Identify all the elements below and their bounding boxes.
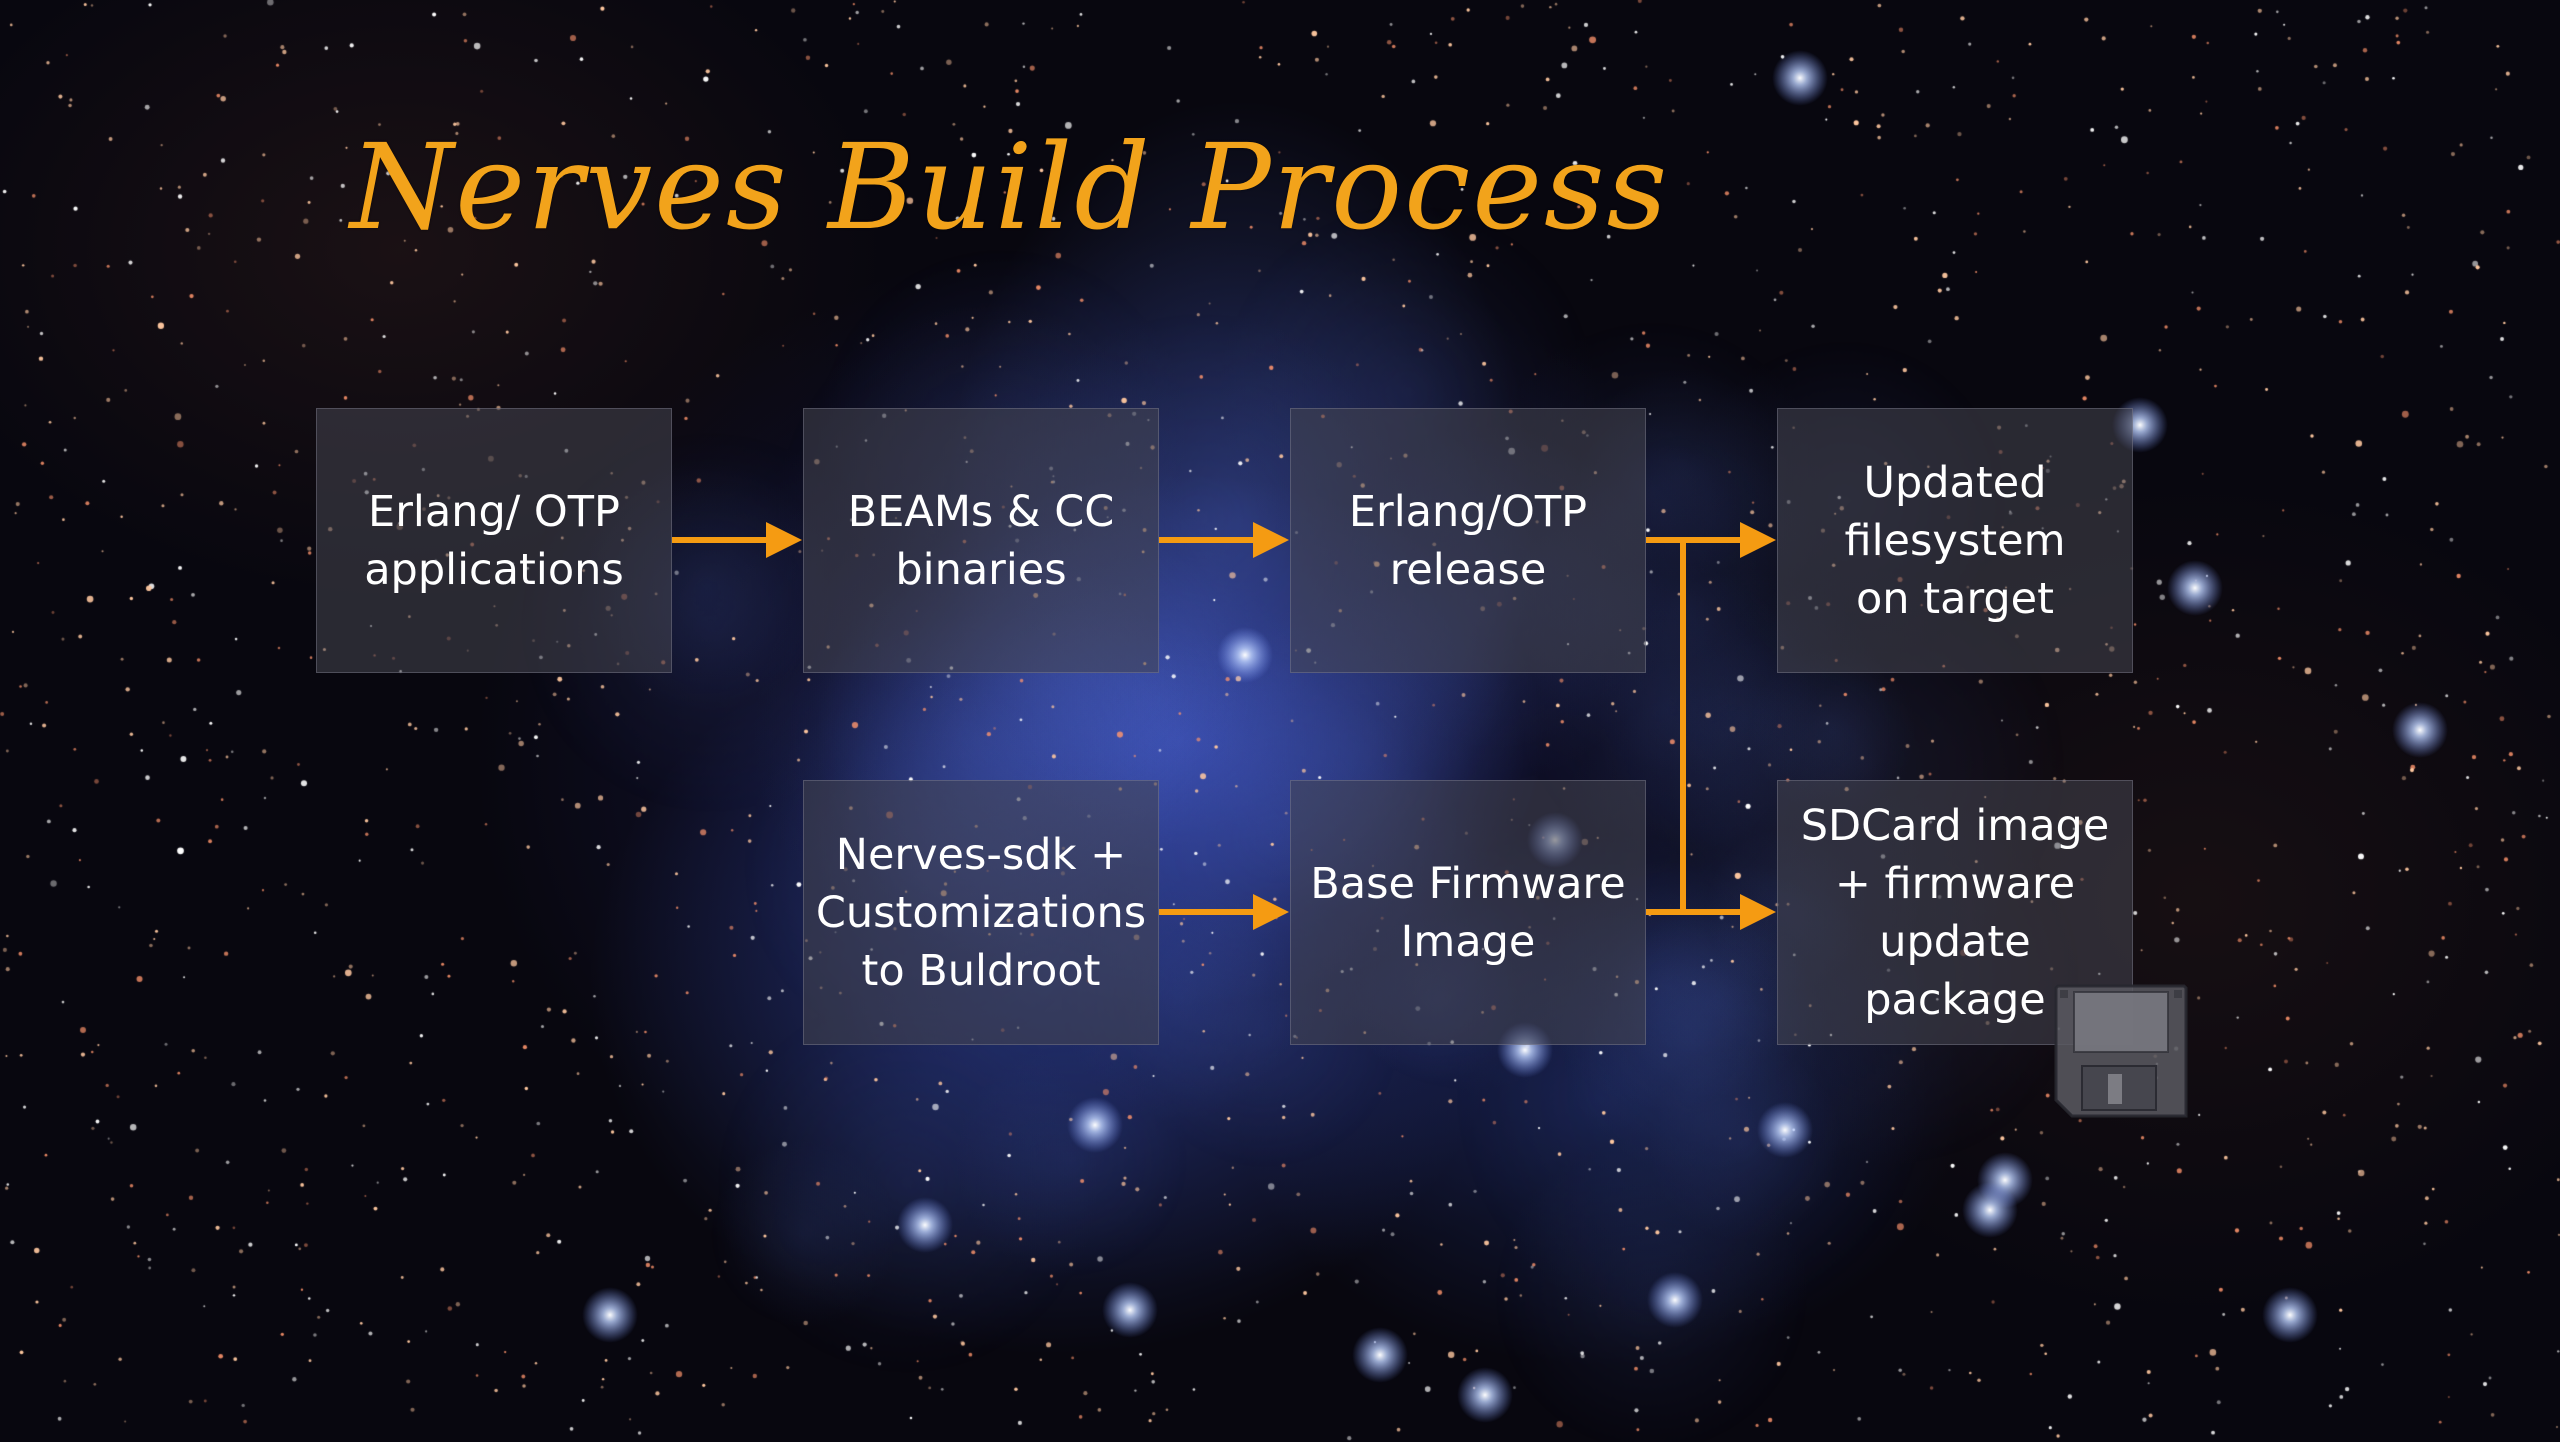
box-base-firmware-image: Base Firmware Image xyxy=(1290,780,1646,1045)
box-beams-cc-binaries: BEAMs & CC binaries xyxy=(803,408,1159,673)
box-label: Erlang/OTP release xyxy=(1348,486,1588,595)
box-nerves-sdk: Nerves-sdk + Customizations to Buldroot xyxy=(803,780,1159,1045)
box-updated-filesystem: Updated filesystem on target xyxy=(1777,408,2133,673)
box-label: Base Firmware Image xyxy=(1310,858,1626,967)
box-label: BEAMs & CC binaries xyxy=(847,486,1115,595)
box-erlang-otp-release: Erlang/OTP release xyxy=(1290,408,1646,673)
floppy-disk-icon xyxy=(2052,982,2190,1120)
box-label: Updated filesystem on target xyxy=(1844,457,2066,624)
box-label: SDCard image + firmware update package xyxy=(1800,800,2110,1025)
box-erlang-otp-applications: Erlang/ OTP applications xyxy=(316,408,672,673)
box-label: Nerves-sdk + Customizations to Buldroot xyxy=(815,829,1147,996)
box-label: Erlang/ OTP applications xyxy=(364,486,624,595)
box-sdcard-image: SDCard image + firmware update package xyxy=(1777,780,2133,1045)
slide-title: Nerves Build Process xyxy=(350,118,1670,256)
